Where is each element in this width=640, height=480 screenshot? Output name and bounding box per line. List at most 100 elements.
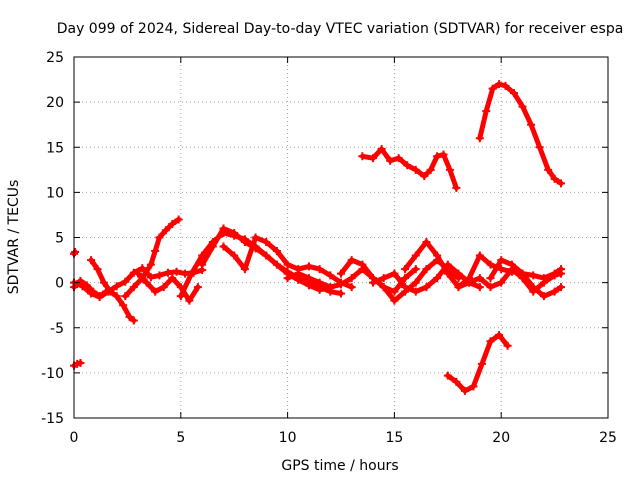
data-point-marker [176,292,185,301]
data-point-marker [112,292,121,301]
data-point-marker [283,274,292,283]
data-point-marker [535,143,544,152]
series-track-10 [219,233,356,292]
data-point-marker [262,238,271,247]
data-point-marker [452,377,461,386]
data-point-marker [174,215,183,224]
data-point-marker [379,283,388,292]
data-point-marker [347,256,356,265]
axis-ticks: 0 5 10 15 20 25 -15 -10 -5 0 5 10 15 20 25 [41,50,617,446]
data-point-marker [501,81,510,90]
data-point-marker [87,289,96,298]
series-track-19 [443,330,512,395]
data-point-marker [151,247,160,256]
data-point-marker [403,161,412,170]
data-point-marker [369,154,378,163]
y-tick-label: -10 [41,366,64,382]
x-tick-label: 15 [385,430,403,446]
data-point-marker [315,278,324,287]
data-point-marker [550,287,559,296]
data-point-marker [411,165,420,174]
data-point-marker [452,183,461,192]
data-point-marker [465,278,474,287]
y-tick-label: 25 [46,50,64,66]
data-point-marker [358,260,367,269]
data-point-marker [93,265,102,274]
data-point-marker [401,265,410,274]
x-tick-label: 25 [599,430,617,446]
data-point-marker [454,283,463,292]
x-tick-label: 5 [176,430,185,446]
data-point-marker [529,283,538,292]
data-point-marker [119,301,128,310]
data-point-marker [422,283,431,292]
data-point-marker [469,382,478,391]
y-tick-label: 20 [46,95,64,111]
data-point-marker [390,269,399,278]
y-tick-label: 10 [46,185,64,201]
x-tick-label: 20 [492,430,510,446]
series-track-07 [134,269,202,305]
data-point-marker [99,278,108,287]
data-point-marker [454,269,463,278]
data-point-marker [460,386,469,395]
data-point-marker [443,269,452,278]
data-point-marker [386,156,395,165]
data-point-marker [230,228,239,237]
data-point-marker [251,233,260,242]
data-point-marker [394,154,403,163]
data-point-marker [326,283,335,292]
data-point-marker [495,80,504,89]
data-point-marker [507,260,516,269]
data-point-marker [377,145,386,154]
data-point-marker [168,274,177,283]
data-point-marker [510,89,519,98]
data-point-marker [544,165,553,174]
data-point-marker [422,265,431,274]
data-point-marker [155,233,164,242]
data-point-marker [87,256,96,265]
data-point-marker [155,271,164,280]
data-point-marker [146,273,155,282]
data-point-marker [401,283,410,292]
data-point-marker [347,274,356,283]
data-point-marker [315,265,324,274]
data-point-marker [411,265,420,274]
series-trace [402,239,564,290]
y-tick-label: -15 [41,411,64,427]
data-point-marker [369,278,378,287]
data-point-marker [486,283,495,292]
data-point-marker [390,287,399,296]
data-point-marker [198,260,207,269]
data-point-marker [411,251,420,260]
data-point-marker [326,271,335,280]
chart-title: Day 099 of 2024, Sidereal Day-to-day VTE… [57,21,624,37]
data-point-marker [187,269,196,278]
data-point-marker [71,247,80,256]
y-tick-label: 0 [55,276,64,292]
data-point-marker [272,260,281,269]
y-axis-label: SDTVAR / TECUs [6,180,22,295]
data-point-marker [272,247,281,256]
data-point-marker [497,278,506,287]
y-tick-label: -5 [50,321,64,337]
data-point-marker [529,271,538,280]
data-point-marker [129,283,138,292]
data-point-marker [294,269,303,278]
data-point-marker [497,256,506,265]
data-point-marker [518,102,527,111]
x-tick-label: 10 [279,430,297,446]
data-point-marker [262,251,271,260]
series-trace [88,257,137,323]
data-point-marker [304,274,313,283]
data-point-marker [503,341,512,350]
data-point-marker [422,238,431,247]
data-point-marker [439,150,448,159]
data-point-marker [240,238,249,247]
data-point-marker [163,268,172,277]
data-point-marker [390,296,399,305]
data-point-marker [475,251,484,260]
data-point-marker [219,242,228,251]
series-track-06 [121,215,183,301]
